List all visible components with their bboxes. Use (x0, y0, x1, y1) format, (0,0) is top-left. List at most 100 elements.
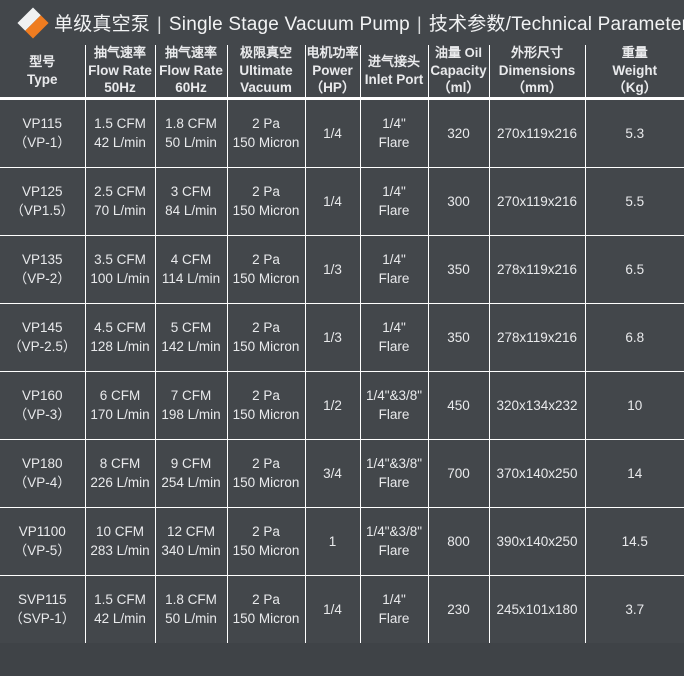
header-en: Power (312, 62, 353, 78)
cell-flow-60hz-line: 142 L/min (161, 339, 221, 355)
cell-flow-60hz-line: 1.8 CFM (165, 116, 217, 132)
cell-weight: 3.7 (584, 575, 684, 643)
cell-inlet-port: 1/4" Flare (359, 575, 428, 643)
cell-model-line: VP145 (21, 320, 63, 336)
table-row: VP145 （VP-2.5） 4.5 CFM 128 L/min 5 CFM 142 L/… (0, 303, 684, 372)
cell-oil-line: 700 (447, 465, 470, 481)
cell-weight: 5.5 (584, 167, 684, 236)
page-header: 单级真空泵 | Single Stage Vacuum Pump | 技术参数 … (0, 0, 684, 45)
cell-power: 1/3 (304, 303, 360, 372)
header-en: Flow Rate (88, 62, 152, 78)
cell-dimensions: 390x140x250 (488, 507, 585, 576)
cell-vacuum: 2 Pa 150 Micron (226, 507, 305, 576)
cell-vacuum-line: 2 Pa (252, 184, 280, 200)
table-row: VP125 （VP1.5） 2.5 CFM 70 L/min 3 CFM 84 L/min… (0, 167, 684, 236)
header-en: Dimensions (498, 62, 576, 78)
cell-power: 1/2 (304, 371, 360, 440)
cell-vacuum: 2 Pa 150 Micron (226, 575, 305, 643)
cell-inlet-port: 1/4"&3/8" Flare (359, 371, 428, 440)
cell-weight-line: 5.5 (625, 193, 645, 209)
cell-model-line: VP180 (21, 456, 63, 472)
cell-model-line: （VP1.5） (10, 203, 75, 219)
table-row: VP180 （VP-4） 8 CFM 226 L/min 9 CFM 254 L/min 2… (0, 439, 684, 508)
header-en2: （Kg） (612, 80, 658, 96)
cell-model: VP135 （VP-2） (0, 235, 85, 303)
cell-flow-60hz: 9 CFM 254 L/min (154, 439, 227, 508)
header-en: Type (26, 71, 58, 87)
cell-weight: 5.3 (584, 98, 684, 168)
cell-oil: 300 (427, 167, 489, 236)
header-en: Capacity (430, 62, 487, 78)
technical-parameter-table: 型号 Type 抽气速率 Flow Rate 50Hz 抽气速率 Flow Ra… (0, 45, 684, 643)
cell-model: VP180 （VP-4） (0, 439, 85, 507)
table-row: VP1100 （VP-5） 10 CFM 283 L/min 12 CFM 340 L/m… (0, 507, 684, 576)
cell-power-line: 1/3 (323, 261, 342, 277)
cell-model-line: VP135 (21, 252, 63, 268)
column-header-flow-rate-60hz: 抽气速率 Flow Rate 60Hz (154, 45, 227, 99)
cell-oil: 800 (427, 507, 489, 576)
cell-weight-line: 6.8 (625, 329, 645, 345)
cell-dimensions-line: 270x119x216 (496, 125, 578, 141)
cell-flow-60hz: 12 CFM 340 L/min (154, 507, 227, 576)
cell-flow-50hz-line: 1.5 CFM (94, 116, 146, 132)
table-header: 型号 Type 抽气速率 Flow Rate 50Hz 抽气速率 Flow Ra… (0, 45, 684, 99)
cell-flow-50hz: 1.5 CFM 42 L/min (84, 98, 155, 168)
cell-inlet-port-line: Flare (378, 611, 410, 627)
cell-dimensions: 270x119x216 (488, 98, 585, 168)
cell-flow-50hz-line: 3.5 CFM (94, 252, 146, 268)
cell-flow-50hz-line: 2.5 CFM (94, 184, 146, 200)
cell-flow-60hz-line: 50 L/min (165, 135, 217, 151)
cell-oil: 700 (427, 439, 489, 508)
cell-inlet-port-line: Flare (378, 475, 410, 491)
cell-oil: 350 (427, 303, 489, 372)
cell-oil-line: 230 (447, 601, 470, 617)
cell-vacuum-line: 150 Micron (232, 611, 300, 627)
cell-vacuum: 2 Pa 150 Micron (226, 439, 305, 508)
cell-oil: 350 (427, 235, 489, 304)
table-row: VP115 （VP-1） 1.5 CFM 42 L/min 1.8 CFM 50 L/mi… (0, 98, 684, 168)
cell-dimensions-line: 370x140x250 (496, 465, 578, 481)
cell-flow-50hz-line: 4.5 CFM (94, 320, 146, 336)
header-en2: （HP） (309, 80, 356, 96)
cell-inlet-port: 1/4"&3/8" Flare (359, 439, 428, 508)
cell-inlet-port-line: 1/4"&3/8" (365, 388, 423, 404)
page-title-cn: 单级真空泵 (54, 14, 151, 35)
page-title: 单级真空泵 | Single Stage Vacuum Pump | 技术参数 … (54, 9, 684, 36)
cell-power-line: 1/4 (323, 125, 342, 141)
header-en2: Vacuum (240, 80, 292, 96)
cell-oil: 450 (427, 371, 489, 440)
cell-model-line: VP1100 (18, 524, 66, 540)
cell-weight-line: 3.7 (625, 601, 645, 617)
table-row: VP135 （VP-2） 3.5 CFM 100 L/min 4 CFM 114 L/mi… (0, 235, 684, 304)
cell-oil: 230 (427, 575, 489, 643)
cell-dimensions-line: 278x119x216 (496, 261, 578, 277)
cell-dimensions: 370x140x250 (488, 439, 585, 508)
cell-weight: 10 (584, 371, 684, 440)
cell-flow-50hz-line: 128 L/min (90, 339, 150, 355)
cell-inlet-port-line: 1/4" (382, 116, 406, 132)
cell-flow-60hz-line: 84 L/min (165, 203, 217, 219)
cell-flow-50hz: 1.5 CFM 42 L/min (84, 575, 155, 643)
cell-vacuum-line: 150 Micron (232, 339, 300, 355)
cell-power: 1/4 (304, 98, 360, 168)
cell-flow-60hz: 1.8 CFM 50 L/min (154, 575, 227, 643)
header-cn: 极限真空 (239, 45, 292, 60)
cell-vacuum: 2 Pa 150 Micron (226, 371, 305, 440)
cell-power: 1/3 (304, 235, 360, 304)
cell-flow-50hz: 10 CFM 283 L/min (84, 507, 155, 576)
column-header-oil-capacity: 油量 Oil Capacity （ml） (427, 45, 489, 99)
title-separator-1: | (157, 14, 162, 34)
cell-flow-60hz-line: 5 CFM (170, 320, 212, 336)
cell-flow-50hz-line: 8 CFM (99, 456, 141, 472)
page-title-en: Single Stage Vacuum Pump (168, 14, 410, 35)
cell-vacuum-line: 150 Micron (232, 271, 300, 287)
cell-flow-50hz-line: 226 L/min (90, 475, 150, 491)
header-cn: 抽气速率 (93, 45, 146, 60)
header-cn: 型号 (29, 53, 56, 69)
cell-flow-60hz-line: 3 CFM (170, 184, 212, 200)
cell-model-line: （VP-5） (13, 543, 71, 559)
cell-weight: 6.5 (584, 235, 684, 304)
cell-flow-60hz: 5 CFM 142 L/min (154, 303, 227, 372)
cell-flow-50hz-line: 10 CFM (95, 524, 144, 540)
header-cn: 外形尺寸 (510, 45, 563, 60)
